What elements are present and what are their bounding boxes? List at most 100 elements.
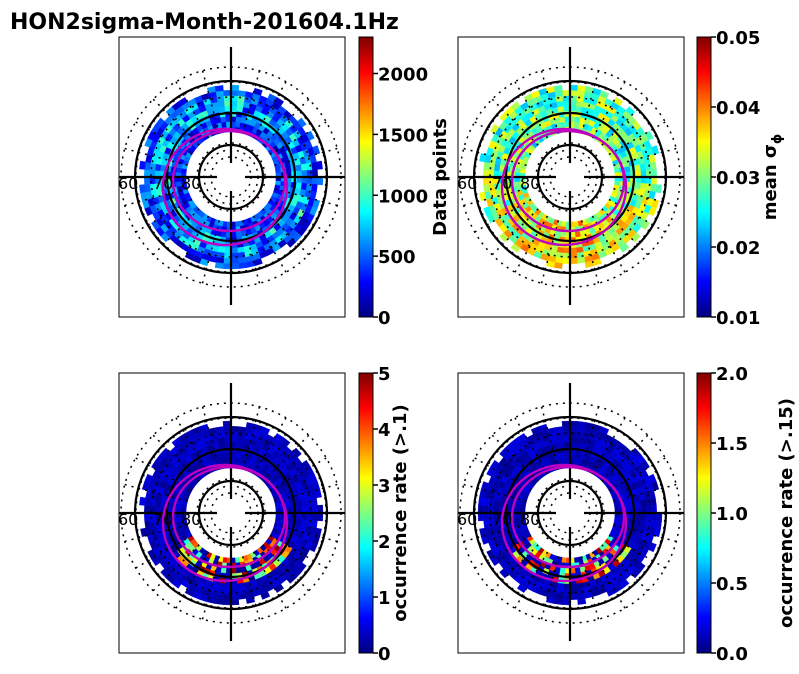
- ring-label: 80: [181, 510, 201, 529]
- heatmap-cell: [292, 447, 302, 458]
- grid-radial: [470, 454, 532, 492]
- grid-radial: [149, 431, 200, 482]
- grid-radial: [200, 401, 221, 470]
- heatmap-cell: [614, 168, 621, 174]
- latitude-rings: [458, 383, 684, 641]
- grid-radial: [613, 482, 682, 503]
- heatmap-cell: [483, 169, 489, 178]
- colorbar-label: occurrence rate (>.15): [776, 398, 797, 628]
- ring-label: 60: [457, 510, 477, 529]
- grid-radial: [262, 95, 313, 146]
- heatmap-cell: [230, 599, 240, 606]
- grid-radial: [172, 215, 210, 277]
- heatmap-cell: [144, 519, 151, 529]
- heatmap-cell: [554, 426, 564, 433]
- heatmap-cell: [260, 591, 271, 600]
- auroral-oval: [161, 127, 289, 247]
- heatmap-cell: [295, 164, 303, 172]
- panel-4: 60 70 80 0.0 0.5 1.0 1.5 2.0 occurrence rate (>.…: [455, 364, 797, 665]
- heatmap-cell: [260, 426, 271, 435]
- heatmap-cell: [218, 441, 226, 449]
- grid-radial: [252, 215, 290, 277]
- ring-label: 70: [153, 510, 173, 529]
- grid-radial: [458, 146, 527, 167]
- heatmap-cell: [574, 231, 581, 238]
- heatmap-cell: [139, 160, 146, 170]
- heatmap-cell: [640, 459, 650, 470]
- grid-radial: [200, 220, 221, 289]
- heatmap-cell: [538, 423, 548, 432]
- heatmap-cell: [286, 238, 297, 248]
- heatmap-cell: [223, 594, 232, 600]
- grid-radial: [262, 431, 313, 482]
- colorbar-label: Data points: [430, 118, 451, 236]
- heatmap-cell: [479, 191, 487, 202]
- heatmap-cell: [516, 433, 527, 443]
- grid-radial: [274, 482, 343, 503]
- grid-radial: [119, 482, 188, 503]
- heatmap-cell: [510, 243, 521, 253]
- heatmap-cell: [562, 258, 571, 264]
- heatmap-cell: [274, 97, 285, 107]
- colorbar-tick-label: 0.01: [716, 308, 760, 329]
- heatmap-cell: [230, 90, 239, 96]
- heatmap-cell: [631, 568, 641, 579]
- heatmap-cell: [479, 527, 487, 538]
- heatmap-cell: [569, 90, 578, 96]
- heatmap-cell: [584, 260, 595, 268]
- heatmap-cell: [561, 420, 571, 427]
- heatmap-cell: [214, 598, 224, 605]
- grid-radial: [539, 65, 560, 134]
- heatmap-cell: [653, 527, 661, 538]
- colorbar-tick-label: 500: [378, 247, 416, 268]
- colorbar-tick-label: 1500: [378, 125, 428, 146]
- oval-outer: [161, 127, 289, 247]
- colorbar-tick-label: 1.0: [716, 504, 748, 525]
- heatmap-cell: [311, 183, 318, 193]
- heatmap-cell: [545, 596, 556, 604]
- colorbar: 0 1 2 3 4 5 occurrence rate (>.1): [358, 364, 411, 665]
- grid-radial: [539, 220, 560, 289]
- grid-radial: [601, 431, 652, 482]
- oval-inner: [510, 129, 626, 233]
- heatmap-cell: [624, 502, 631, 509]
- heatmap-cell: [614, 504, 621, 510]
- colorbar-tick-label: 0.03: [716, 168, 760, 189]
- heatmap-cell: [569, 594, 578, 600]
- heatmap-cell: [140, 527, 148, 538]
- heatmap-cell: [280, 437, 291, 447]
- grid-radial: [580, 220, 601, 289]
- heatmap-cell: [223, 90, 232, 96]
- heatmap-cell: [139, 184, 146, 194]
- latitude-rings: [458, 47, 684, 305]
- colorbar: 0 500 1000 1500 2000 Data points: [358, 36, 451, 329]
- ring-label: 70: [153, 174, 173, 193]
- heatmap-cell: [483, 183, 490, 193]
- heatmap-cell: [230, 263, 240, 270]
- grid-radial: [601, 544, 652, 595]
- heatmap-cell: [577, 421, 587, 428]
- heatmap-cell: [651, 169, 657, 178]
- heatmap-cell: [560, 121, 566, 128]
- heatmap-cell: [499, 232, 509, 243]
- colorbar-tick-label: 0.04: [716, 98, 760, 119]
- colorbar-tick-label: 0.02: [716, 238, 760, 259]
- heatmap-cell: [147, 549, 157, 560]
- grid-radial: [241, 401, 262, 470]
- grid-radial: [488, 431, 539, 482]
- heatmap-cell: [644, 130, 654, 141]
- colorbar-tick-label: 2000: [378, 65, 428, 86]
- grid-radial: [262, 544, 313, 595]
- heatmap-cell: [651, 176, 657, 185]
- heatmap-cell: [312, 145, 321, 155]
- ring-label: 60: [118, 510, 138, 529]
- colorbar-gradient: [696, 372, 712, 654]
- ring-label: 80: [520, 174, 540, 193]
- heatmap-cell: [562, 426, 571, 432]
- heatmap-cell: [651, 481, 660, 491]
- heatmap-cell: [574, 567, 581, 574]
- colorbar: 0.01 0.02 0.03 0.04 0.05 mean σϕ: [696, 28, 785, 329]
- heatmap-cell: [553, 598, 563, 605]
- heatmap-cell: [317, 176, 324, 186]
